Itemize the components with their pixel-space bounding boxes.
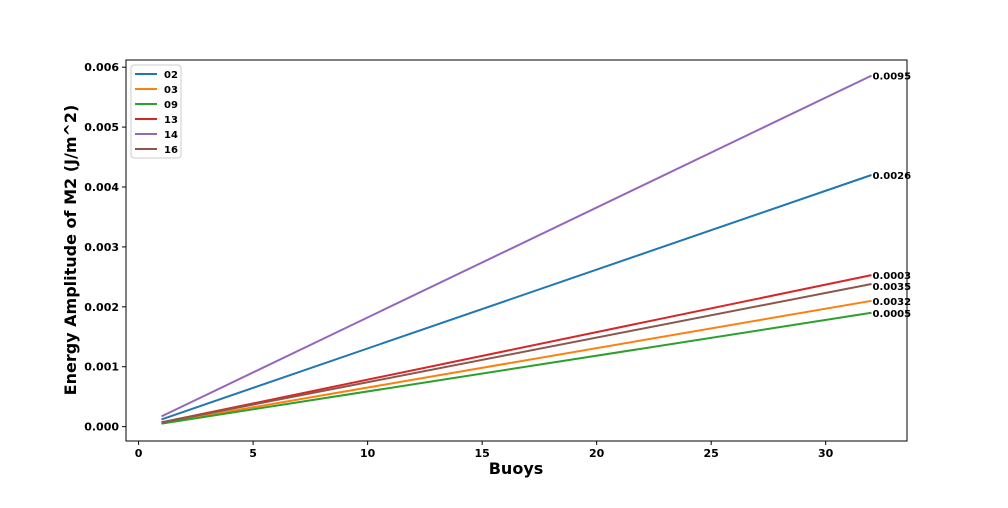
- series-line-13: [161, 274, 872, 424]
- end-value-label-02: 0.0026: [873, 171, 912, 182]
- series-line-14: [161, 74, 872, 418]
- legend-label-13: 13: [164, 115, 178, 126]
- y-tick-label: 0.001: [84, 361, 119, 374]
- legend-label-09: 09: [164, 100, 178, 111]
- series-line-02: [161, 174, 872, 421]
- legend-label-02: 02: [164, 70, 178, 81]
- legend-label-14: 14: [164, 130, 178, 141]
- end-value-label-16: 0.0035: [873, 282, 912, 293]
- x-axis: 0 5 10 15 20 25 30: [135, 441, 834, 460]
- y-axis-title: Energy Amplitude of M2 (J/m^2): [61, 105, 80, 396]
- x-tick-label: 20: [589, 447, 605, 460]
- x-tick-label: 0: [135, 447, 143, 460]
- series-line-16: [161, 283, 872, 424]
- y-tick-label: 0.005: [84, 121, 119, 134]
- end-value-label-03: 0.0032: [873, 297, 912, 308]
- series-line-03: [161, 299, 872, 424]
- legend-label-16: 16: [164, 145, 178, 156]
- end-value-label-14: 0.0095: [873, 72, 912, 83]
- y-axis: 0.000 0.001 0.002 0.003 0.004 0.005 0.006: [84, 61, 126, 434]
- series-line-09: [161, 311, 872, 425]
- x-tick-label: 5: [249, 447, 257, 460]
- x-axis-title: Buoys: [489, 459, 544, 478]
- x-tick-label: 10: [360, 447, 376, 460]
- y-tick-label: 0.003: [84, 241, 119, 254]
- end-value-label-09: 0.0005: [873, 309, 912, 320]
- plot-area: [125, 59, 908, 442]
- y-tick-label: 0.006: [84, 61, 119, 74]
- y-tick-label: 0.002: [84, 301, 119, 314]
- end-value-label-13: 0.0003: [873, 271, 912, 282]
- x-tick-label: 25: [704, 447, 719, 460]
- x-tick-label: 15: [474, 447, 489, 460]
- legend-label-03: 03: [164, 85, 178, 96]
- x-tick-label: 30: [818, 447, 834, 460]
- y-tick-label: 0.000: [84, 421, 119, 434]
- series-layer: [161, 74, 872, 425]
- y-tick-label: 0.004: [84, 181, 119, 194]
- legend: 02 03 09 13 14 16: [130, 64, 182, 159]
